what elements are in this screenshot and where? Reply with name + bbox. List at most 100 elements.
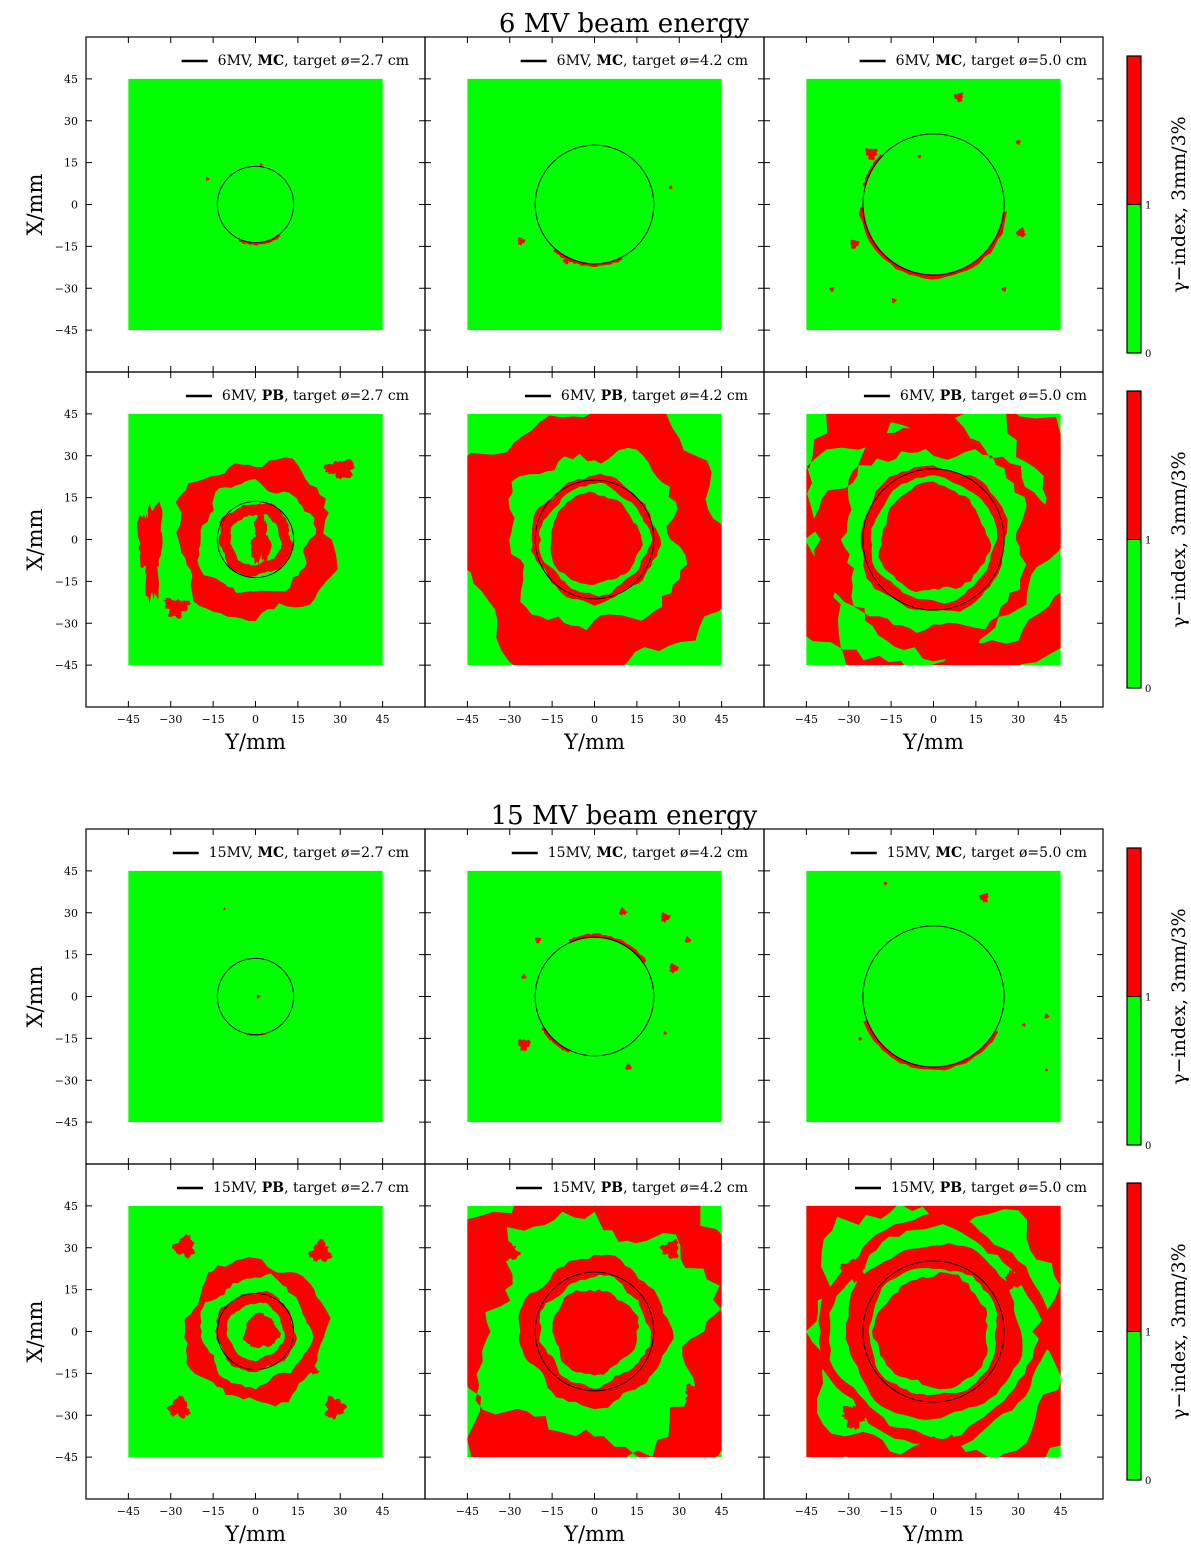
legend-target: , target ø=4.2 cm — [623, 53, 748, 69]
legend-label: 6MV, MC, target ø=4.2 cm — [557, 53, 748, 69]
legend-target: , target ø=5.0 cm — [962, 53, 1087, 69]
fail-arc — [541, 1026, 571, 1053]
x-tick-label: −45 — [456, 713, 479, 726]
x-tick-label: −45 — [795, 1505, 818, 1518]
fail-speck — [1021, 1022, 1026, 1027]
y-tick-label: −15 — [55, 575, 78, 588]
x-tick-label: 0 — [252, 713, 259, 726]
legend-target: , target ø=5.0 cm — [962, 845, 1087, 861]
legend-energy: 15MV, — [887, 845, 936, 861]
legend-energy: 6MV, — [900, 388, 940, 404]
x-tick-label: 15 — [969, 1505, 983, 1518]
x-tick-label: −30 — [159, 1505, 182, 1518]
x-tick-label: −15 — [880, 713, 903, 726]
target-contour — [862, 925, 1005, 1068]
y-tick-label: 15 — [64, 1284, 78, 1297]
gamma-panel: −45 −45 −30 −30 −15 −15 0 0 15 15 30 30 45 45 15MV, PB… — [55, 1163, 426, 1518]
legend-method: MC — [935, 845, 962, 861]
y-tick-label: 30 — [64, 115, 78, 128]
x-tick-label: −45 — [456, 1505, 479, 1518]
x-tick-label: 0 — [591, 713, 598, 726]
pass-region — [467, 870, 722, 1123]
fail-speck — [171, 1233, 195, 1259]
fail-speck — [534, 937, 542, 944]
x-tick-label: 30 — [1011, 1505, 1025, 1518]
x-tick-label: 0 — [252, 1505, 259, 1518]
y-tick-label: 45 — [64, 865, 78, 878]
fail-speck — [663, 1031, 668, 1036]
x-tick-label: 15 — [969, 713, 983, 726]
target-contour — [862, 1260, 1005, 1403]
pass-region — [806, 870, 1061, 1123]
fail-speck — [165, 1395, 191, 1420]
fail-core — [871, 1272, 988, 1390]
x-tick-label: −30 — [837, 713, 860, 726]
y-tick-label: −30 — [55, 1409, 78, 1422]
colorbar-tick-label: 1 — [1145, 993, 1151, 1004]
fail-speck — [207, 1270, 218, 1280]
gamma-panel: −45 −30 −15 0 15 30 45 6MV, PB, target ø=5.0 cm — [763, 371, 1104, 726]
x-tick-label: 15 — [630, 1505, 644, 1518]
pass-region — [128, 870, 383, 1123]
colorbar: 1 0 γ−index, 3mm/3% — [1126, 1182, 1190, 1487]
fail-speck — [205, 176, 210, 181]
colorbar-label: γ−index, 3mm/3% — [1168, 116, 1190, 292]
target-contour — [216, 1292, 295, 1371]
gamma-panel: −45 −30 −15 0 15 30 45 15MV, MC, target ø=2.7 c… — [55, 828, 426, 1165]
fail-region — [236, 590, 305, 602]
legend-energy: 6MV, — [896, 53, 936, 69]
colorbar-fail — [1127, 1183, 1141, 1332]
gamma-panel: −45 −45 −30 −30 −15 −15 0 0 15 15 30 30 45 45 6MV, PB,… — [55, 371, 426, 726]
x-axis-label: Y/mm — [563, 1522, 625, 1546]
legend-label: 6MV, MC, target ø=5.0 cm — [896, 53, 1087, 69]
legend-energy: 6MV, — [561, 388, 601, 404]
x-tick-label: 45 — [376, 713, 390, 726]
legend-target: , target ø=5.0 cm — [962, 1180, 1087, 1196]
fail-speck — [1003, 1269, 1024, 1291]
y-tick-label: 0 — [71, 534, 78, 547]
fail-region — [323, 459, 355, 480]
legend-energy: 6MV, — [557, 53, 597, 69]
pass-region — [128, 78, 383, 331]
fail-arc — [863, 1019, 999, 1071]
legend-energy: 6MV, — [222, 388, 262, 404]
x-tick-label: 45 — [715, 713, 729, 726]
x-tick-label: −15 — [541, 713, 564, 726]
y-axis-label: X/mm — [23, 508, 47, 570]
legend-target: , target ø=2.7 cm — [284, 845, 409, 861]
legend-target: , target ø=2.7 cm — [284, 1180, 409, 1196]
legend-energy: 15MV, — [213, 1180, 262, 1196]
fail-speck — [618, 907, 628, 916]
x-tick-label: 0 — [930, 1505, 937, 1518]
y-tick-label: 0 — [71, 991, 78, 1004]
colorbar-tick-label: 0 — [1145, 684, 1151, 695]
legend-label: 15MV, MC, target ø=5.0 cm — [887, 845, 1087, 861]
x-tick-label: 30 — [333, 713, 347, 726]
colorbar: 1 0 γ−index, 3mm/3% — [1126, 390, 1190, 695]
x-tick-label: 45 — [1054, 713, 1068, 726]
block-title: 6 MV beam energy — [499, 9, 750, 39]
target-contour — [534, 479, 655, 600]
fail-speck — [668, 185, 673, 190]
fail-speck — [979, 892, 989, 903]
fail-speck — [521, 973, 527, 980]
fail-speck — [1044, 1013, 1050, 1019]
colorbar-pass — [1127, 996, 1141, 1145]
legend-label: 6MV, PB, target ø=5.0 cm — [900, 388, 1087, 404]
fail-speck — [222, 907, 226, 911]
legend-target: , target ø=2.7 cm — [284, 53, 409, 69]
legend-label: 6MV, PB, target ø=4.2 cm — [561, 388, 748, 404]
colorbar-label: γ−index, 3mm/3% — [1168, 908, 1190, 1084]
fail-ring — [175, 457, 338, 622]
x-tick-label: −30 — [837, 1505, 860, 1518]
y-tick-label: −45 — [55, 659, 78, 672]
fail-ring — [218, 502, 294, 578]
target-contour — [534, 1271, 655, 1392]
target-contour — [862, 468, 1005, 611]
x-tick-label: −30 — [159, 713, 182, 726]
legend-label: 6MV, MC, target ø=2.7 cm — [218, 53, 409, 69]
fail-speck — [829, 287, 835, 292]
fail-regions — [136, 457, 355, 622]
y-tick-label: 30 — [64, 907, 78, 920]
